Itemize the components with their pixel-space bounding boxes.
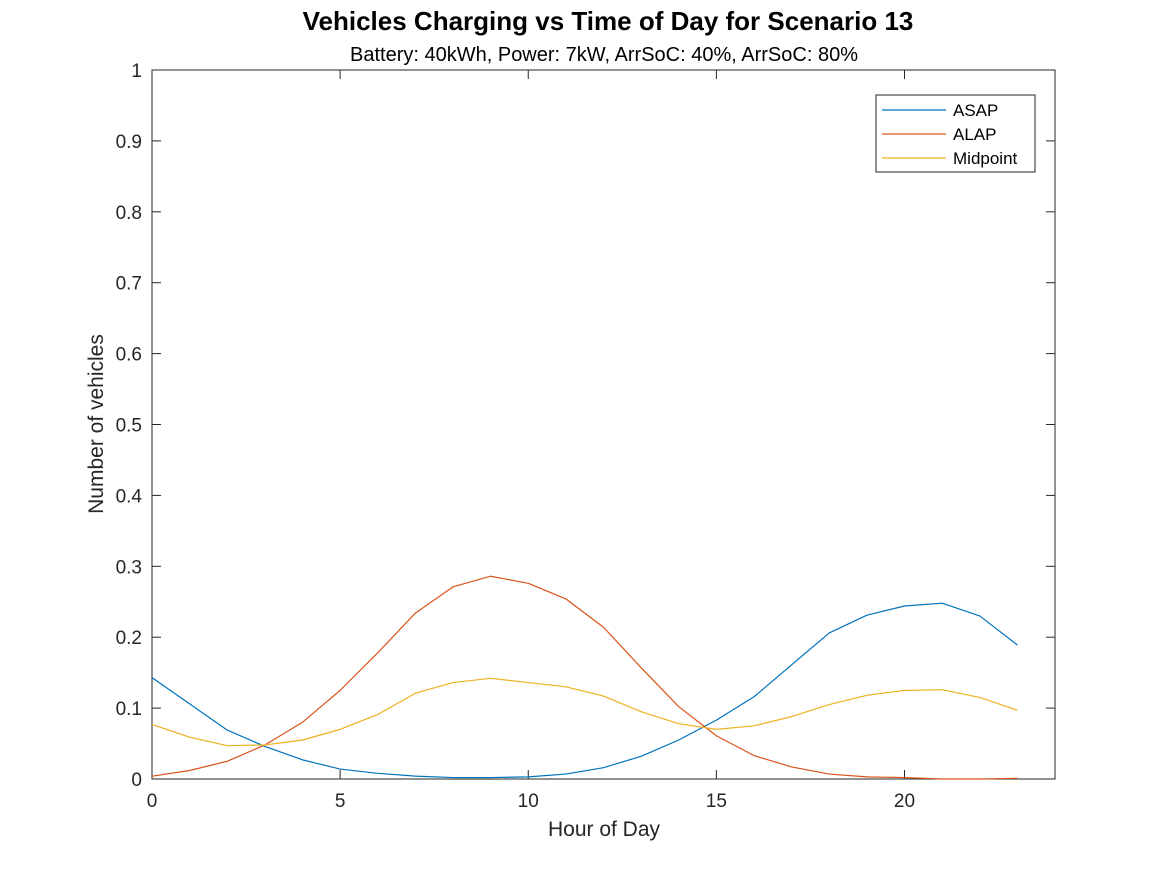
- y-tick-label: 0.1: [116, 699, 142, 720]
- x-tick-label: 0: [147, 791, 158, 812]
- series-layer: [151, 575, 1018, 780]
- y-axis-label: Number of vehicles: [85, 334, 108, 514]
- series-line-asap: [151, 602, 1018, 779]
- y-tick-label: 0.2: [116, 628, 142, 649]
- x-tick-label: 5: [335, 791, 346, 812]
- tick-labels: 0 5 10 15 20 0 0.1 0.2 0.3 0.4 0.5 0.6 0.7 0.8 0.9 1: [116, 61, 915, 812]
- x-tick-label: 10: [518, 791, 539, 812]
- y-tick-label: 0.9: [116, 132, 142, 153]
- legend-label-alap: ALAP: [953, 125, 996, 144]
- series-line-alap: [151, 575, 1018, 780]
- x-axis-label: Hour of Day: [548, 818, 661, 841]
- y-tick-label: 0: [131, 770, 142, 791]
- chart-title: Vehicles Charging vs Time of Day for Sce…: [303, 6, 914, 36]
- legend: ASAP ALAP Midpoint: [875, 94, 1036, 173]
- y-tick-label: 1: [131, 61, 142, 82]
- y-tick-label: 0.7: [116, 274, 142, 295]
- y-tick-label: 0.4: [116, 486, 143, 507]
- y-tick-label: 0.6: [116, 345, 142, 366]
- x-tick-label: 15: [706, 791, 727, 812]
- x-tick-label: 20: [894, 791, 915, 812]
- legend-items: ASAP ALAP Midpoint: [882, 101, 1018, 168]
- legend-label-midpoint: Midpoint: [953, 149, 1018, 168]
- axes-box: [151, 69, 1056, 780]
- legend-label-asap: ASAP: [953, 101, 998, 120]
- y-tick-label: 0.5: [116, 416, 142, 437]
- y-tick-label: 0.3: [116, 557, 142, 578]
- series-line-midpoint: [151, 677, 1018, 747]
- chart-subtitle: Battery: 40kWh, Power: 7kW, ArrSoC: 40%,…: [350, 44, 858, 66]
- y-tick-label: 0.8: [116, 203, 142, 224]
